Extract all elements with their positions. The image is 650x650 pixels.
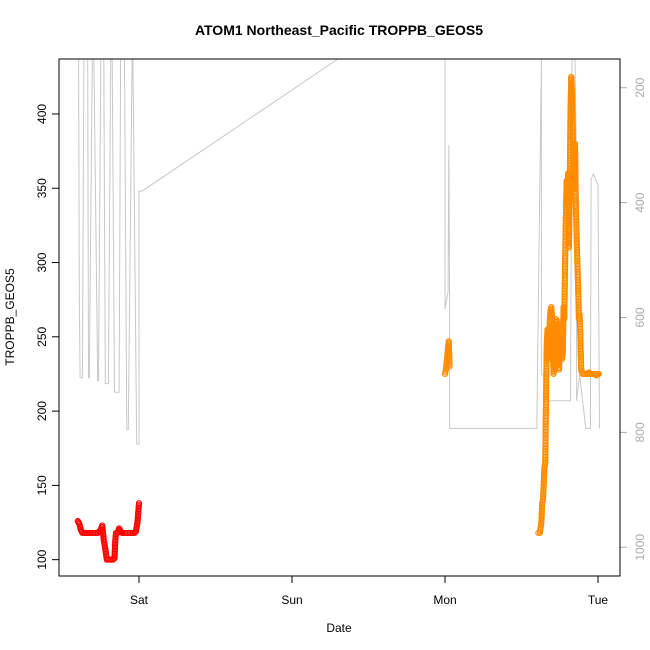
data-point [135,500,143,507]
y-axis-label: TROPPB_GEOS5 [3,268,17,366]
pressure-line [77,59,600,445]
right-tick-label: 400 [633,192,647,212]
x-tick-label: Sat [130,593,149,607]
x-axis-label: Date [326,621,352,635]
y-tick-label: 150 [35,475,49,495]
data-point [595,370,602,378]
right-tick-label: 600 [633,307,647,327]
plot-frame [58,58,621,577]
pressure-line-layer [77,59,600,445]
right-tick-label: 200 [633,77,647,97]
y-tick-label: 100 [35,549,49,569]
y-tick-label: 300 [35,252,49,272]
chart-title: ATOM1 Northeast_Pacific TROPPB_GEOS5 [195,22,483,38]
data-point [446,363,453,370]
x-tick-label: Sun [281,593,302,607]
right-tick-label: 800 [633,422,647,442]
x-tick-label: Tue [588,593,609,607]
x-tick-label: Mon [433,593,456,607]
y-tick-label: 350 [35,178,49,198]
y-tick-label: 250 [35,326,49,346]
data-points-layer [74,73,602,563]
y-tick-label: 200 [35,401,49,421]
right-tick-label: 1000 [633,534,647,561]
y-tick-label: 400 [35,104,49,124]
